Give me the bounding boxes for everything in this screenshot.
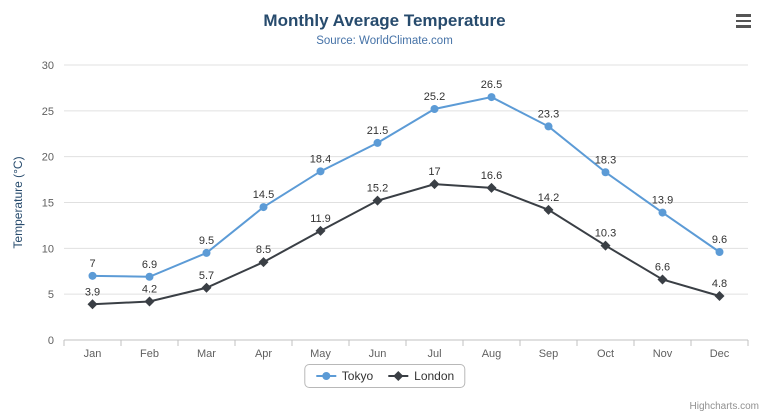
x-axis-tick-label: Feb bbox=[140, 348, 159, 360]
data-point-london[interactable] bbox=[315, 225, 326, 236]
data-point-tokyo[interactable] bbox=[259, 203, 268, 212]
y-axis-tick-label: 0 bbox=[48, 335, 54, 347]
data-label-london: 3.9 bbox=[85, 286, 100, 298]
data-label-tokyo: 21.5 bbox=[367, 125, 388, 137]
data-point-london[interactable] bbox=[201, 282, 212, 293]
data-point-tokyo[interactable] bbox=[316, 167, 325, 176]
data-point-london[interactable] bbox=[600, 240, 611, 251]
data-point-tokyo[interactable] bbox=[88, 271, 97, 280]
x-axis-tick-label: Dec bbox=[710, 348, 730, 360]
data-label-london: 15.2 bbox=[367, 183, 388, 195]
data-label-london: 8.5 bbox=[256, 244, 271, 256]
y-axis-tick-label: 25 bbox=[42, 106, 54, 118]
data-point-tokyo[interactable] bbox=[373, 138, 382, 147]
x-axis-tick-label: Mar bbox=[197, 348, 216, 360]
data-point-tokyo[interactable] bbox=[145, 272, 154, 281]
data-label-london: 6.6 bbox=[655, 262, 670, 274]
credits-link[interactable]: Highcharts.com bbox=[689, 401, 759, 412]
y-axis-tick-label: 15 bbox=[42, 198, 54, 210]
data-label-london: 10.3 bbox=[595, 228, 616, 240]
legend-item-tokyo[interactable]: Tokyo bbox=[315, 369, 373, 383]
data-point-tokyo[interactable] bbox=[715, 248, 724, 256]
y-axis-title: Temperature (°C) bbox=[11, 156, 25, 248]
y-axis-tick-label: 20 bbox=[42, 152, 54, 164]
data-point-tokyo[interactable] bbox=[544, 122, 553, 131]
data-label-london: 17 bbox=[428, 166, 440, 178]
legend-label-tokyo: Tokyo bbox=[341, 369, 374, 383]
data-point-london[interactable] bbox=[429, 179, 440, 190]
data-label-tokyo: 18.4 bbox=[310, 153, 331, 165]
data-point-tokyo[interactable] bbox=[658, 208, 667, 217]
x-axis-tick-label: Sep bbox=[539, 348, 559, 360]
data-label-london: 16.6 bbox=[481, 170, 502, 182]
x-axis-tick-label: Apr bbox=[255, 348, 272, 360]
y-axis-tick-label: 5 bbox=[48, 289, 54, 301]
data-point-tokyo[interactable] bbox=[601, 168, 610, 177]
data-point-london[interactable] bbox=[372, 195, 383, 206]
data-label-london: 5.7 bbox=[199, 270, 214, 282]
data-point-london[interactable] bbox=[714, 291, 725, 301]
y-axis-tick-label: 30 bbox=[42, 60, 54, 72]
data-point-tokyo[interactable] bbox=[202, 248, 211, 257]
legend-item-london[interactable]: London bbox=[387, 369, 454, 383]
x-axis-tick-label: Jan bbox=[84, 348, 102, 360]
data-point-tokyo[interactable] bbox=[430, 105, 439, 113]
data-point-tokyo[interactable] bbox=[487, 93, 496, 102]
y-axis-tick-label: 10 bbox=[42, 243, 54, 255]
data-label-tokyo: 18.3 bbox=[595, 154, 616, 166]
data-point-london[interactable] bbox=[657, 274, 668, 285]
data-label-london: 14.2 bbox=[538, 192, 559, 204]
data-point-london[interactable] bbox=[87, 299, 98, 310]
series-line-london[interactable] bbox=[92, 183, 720, 306]
hamburger-icon bbox=[731, 14, 755, 28]
series-line-tokyo[interactable] bbox=[92, 96, 721, 278]
data-label-tokyo: 9.5 bbox=[199, 235, 214, 247]
x-axis-tick-label: Aug bbox=[482, 348, 502, 360]
data-point-london[interactable] bbox=[258, 257, 269, 268]
london-series-marker-icon bbox=[388, 371, 409, 381]
tokyo-series-marker-icon bbox=[315, 372, 336, 380]
data-label-london: 11.9 bbox=[310, 213, 331, 225]
data-label-london: 4.2 bbox=[142, 284, 157, 296]
chart-context-menu-button[interactable] bbox=[729, 8, 757, 34]
x-axis-tick-label: Nov bbox=[653, 348, 673, 360]
data-label-tokyo: 7 bbox=[89, 258, 95, 270]
data-label-tokyo: 6.9 bbox=[142, 259, 157, 271]
x-axis-tick-label: Oct bbox=[597, 348, 614, 360]
data-label-tokyo: 23.3 bbox=[538, 108, 559, 120]
x-axis-tick-label: Jun bbox=[369, 348, 387, 360]
x-axis-tick-label: Jul bbox=[427, 348, 441, 360]
data-label-tokyo: 9.6 bbox=[712, 234, 727, 246]
data-point-london[interactable] bbox=[543, 204, 554, 215]
data-label-london: 4.8 bbox=[712, 278, 727, 290]
data-point-london[interactable] bbox=[144, 296, 155, 307]
data-label-tokyo: 14.5 bbox=[253, 189, 274, 201]
data-label-tokyo: 25.2 bbox=[424, 91, 445, 103]
chart-subtitle: Source: WorldClimate.com bbox=[316, 35, 453, 47]
data-label-tokyo: 13.9 bbox=[652, 195, 673, 207]
x-axis-tick-label: May bbox=[310, 348, 331, 360]
chart-title: Monthly Average Temperature bbox=[263, 11, 506, 30]
data-label-tokyo: 26.5 bbox=[481, 79, 502, 91]
legend-label-london: London bbox=[414, 369, 455, 383]
legend: Tokyo London bbox=[303, 364, 466, 388]
data-point-london[interactable] bbox=[486, 182, 497, 193]
